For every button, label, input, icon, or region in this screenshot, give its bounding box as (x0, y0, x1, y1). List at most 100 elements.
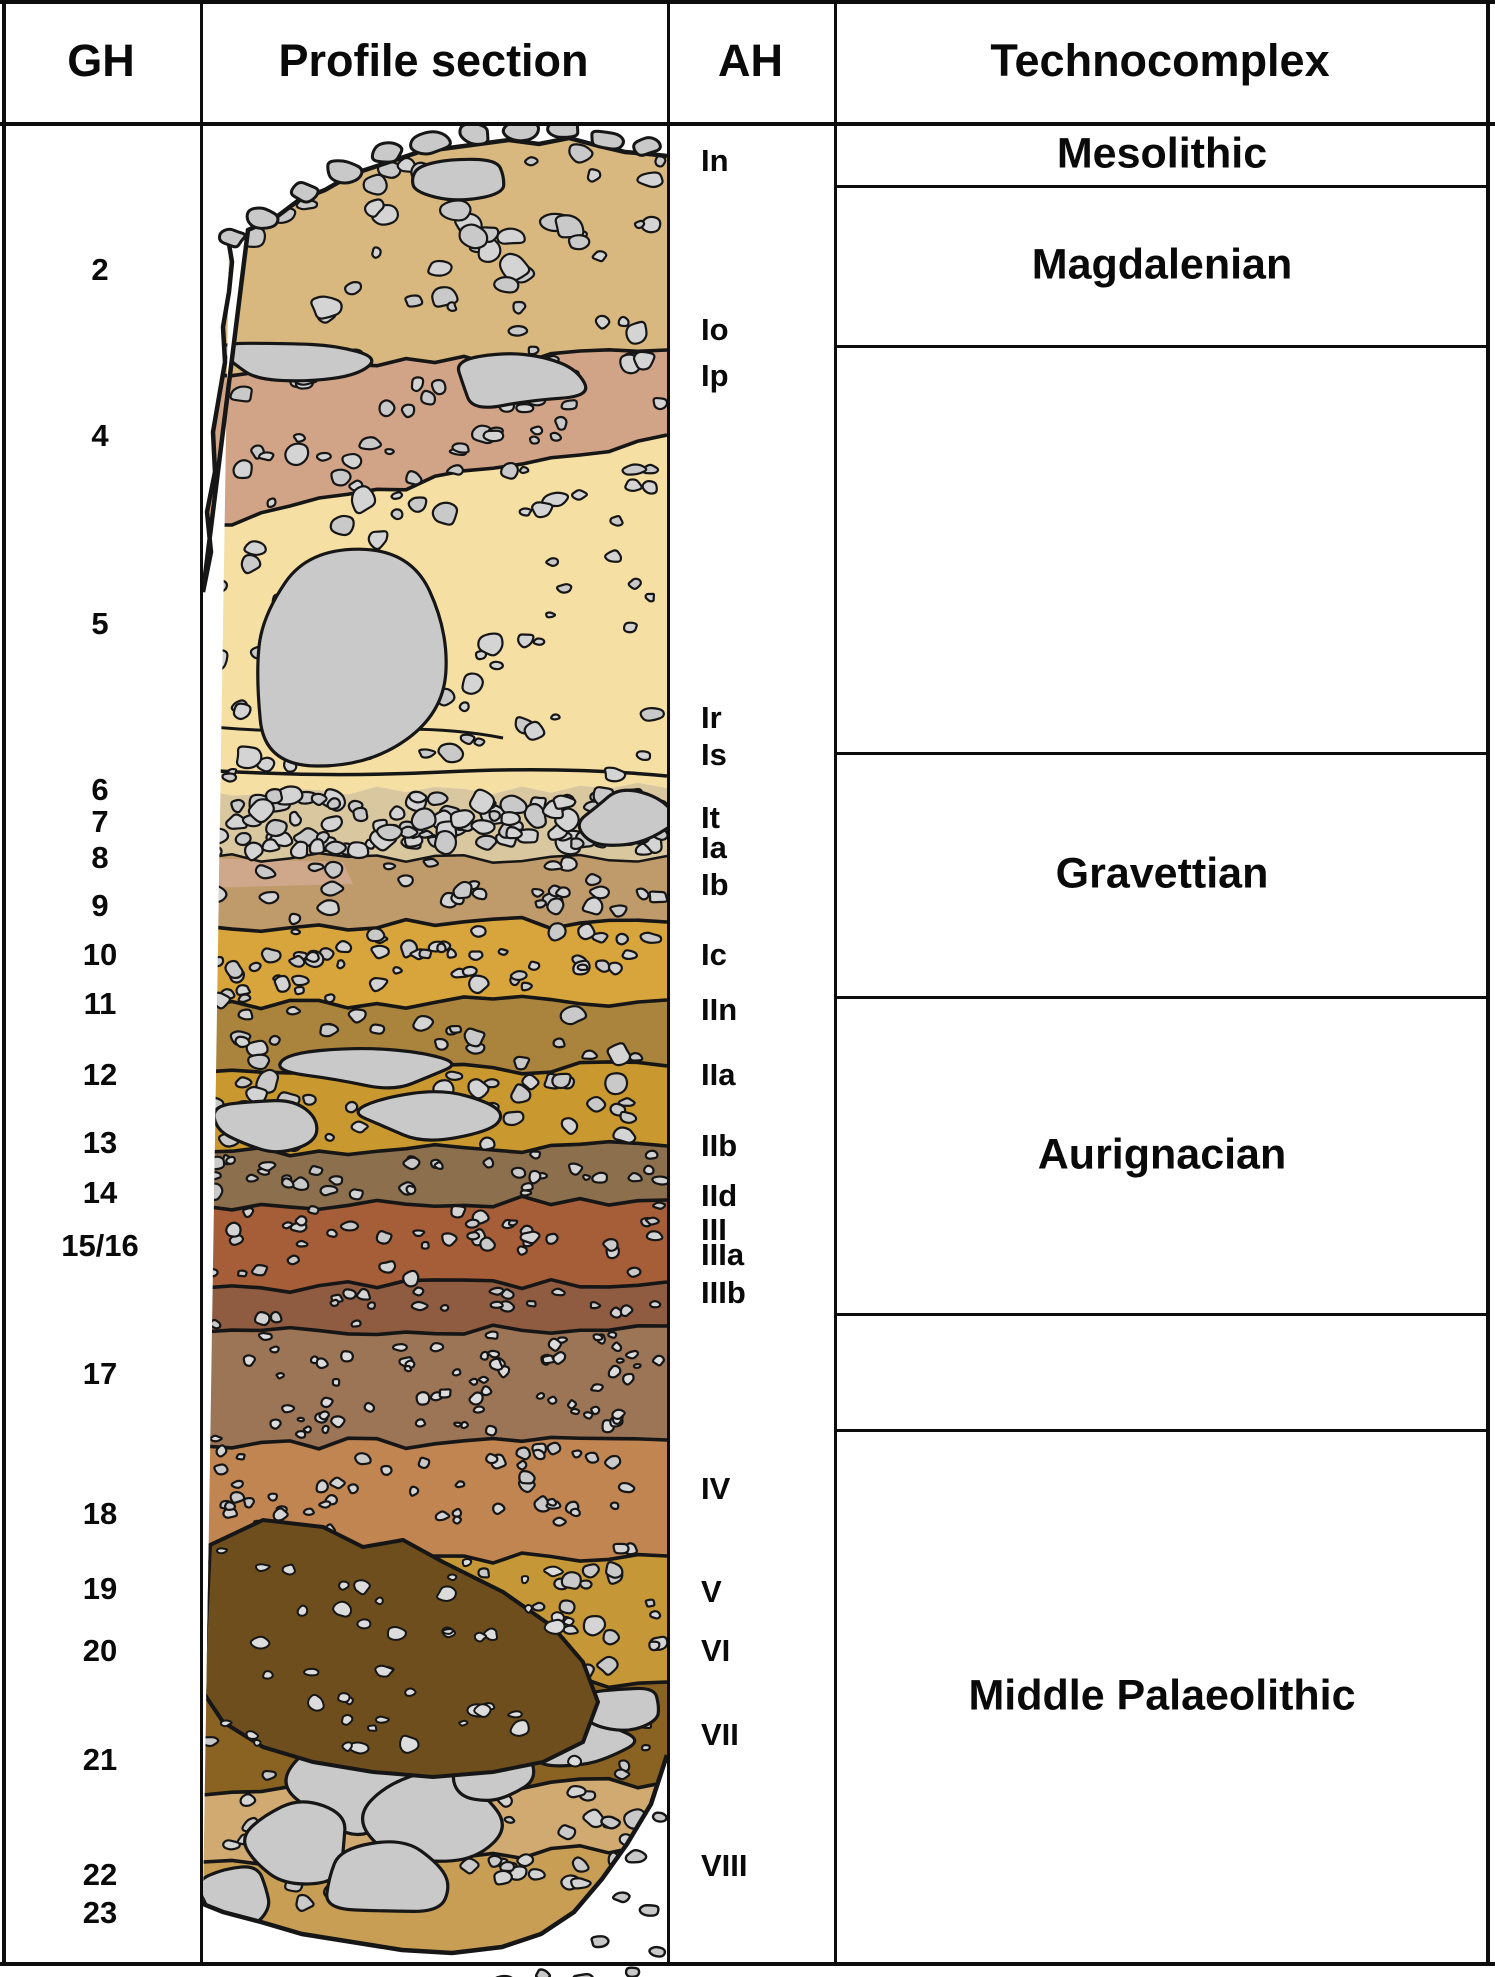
stone-clast (433, 1037, 449, 1051)
column-divider-gh-profile (200, 0, 203, 1966)
stone-clast (329, 1298, 340, 1307)
stone-clast (615, 1357, 625, 1364)
stone-clast (562, 1616, 575, 1627)
stone-clast (651, 1175, 667, 1186)
stone-clast (528, 435, 541, 445)
stone-clast (547, 922, 567, 942)
gh-label: 23 (82, 1895, 118, 1930)
stone-clast (473, 737, 486, 747)
gh-label: 2 (91, 252, 109, 287)
stone-clast (375, 823, 403, 842)
stone-clast (374, 1715, 390, 1724)
stone-clast (370, 141, 404, 164)
stone-clast (571, 1449, 583, 1459)
stone-clast (407, 496, 428, 513)
stone-clast (458, 122, 490, 146)
stone-clast (403, 1364, 413, 1373)
stone-clast (234, 1035, 251, 1049)
stone-clast (451, 1368, 462, 1377)
stone-clast (452, 880, 473, 900)
column-header-gh: GH (67, 35, 135, 86)
stone-clast (292, 432, 306, 443)
stone-clast (568, 143, 594, 164)
stone-clast (281, 1177, 295, 1189)
stone-clast (235, 984, 251, 996)
stone-clast (482, 429, 505, 443)
stone-clast (332, 1600, 353, 1618)
stone-clast (215, 1444, 228, 1458)
gh-label: 5 (91, 606, 109, 641)
stone-clast (329, 1476, 346, 1490)
stone-clast (498, 1300, 516, 1313)
stone-clast (518, 507, 533, 517)
stone-clast (467, 1078, 490, 1100)
gh-label: 11 (83, 986, 117, 1021)
stone-clast (591, 250, 608, 263)
stone-clast (651, 1354, 666, 1367)
stone-clast (448, 1024, 463, 1034)
stone-clast (225, 1155, 237, 1165)
stone-clast (549, 431, 563, 442)
stone-clast (581, 1563, 600, 1579)
stone-clast (268, 1034, 281, 1046)
stone-clast (497, 948, 509, 956)
stone-clast (278, 1046, 454, 1090)
gh-label: 12 (82, 1057, 118, 1092)
technocomplex-row-divider (834, 1313, 1490, 1316)
stone-clast (594, 314, 611, 330)
stone-clast (591, 1171, 609, 1184)
stone-clast (412, 1286, 425, 1297)
stone-clast (531, 1601, 546, 1612)
stone-clast (505, 826, 523, 840)
stone-clast (566, 1784, 587, 1799)
ah-label: It (701, 800, 720, 835)
stone-clast (410, 807, 437, 831)
stone-clast (551, 1072, 572, 1090)
stone-clast (482, 1156, 495, 1169)
stone-clast (552, 794, 577, 810)
stone-clast (545, 611, 557, 619)
stone-clast (532, 637, 546, 646)
stone-clast (560, 1571, 582, 1590)
stone-clast (651, 1201, 667, 1210)
stone-clast (253, 1738, 262, 1747)
gh-label: 20 (82, 1633, 118, 1668)
column-header-profile-section: Profile section (278, 35, 589, 86)
stone-clast (405, 470, 423, 486)
stone-clast (339, 1220, 360, 1232)
stone-clast (507, 1219, 519, 1227)
stone-clast (375, 1230, 393, 1245)
stone-clast (320, 880, 345, 897)
stone-clast (422, 857, 440, 868)
stone-clast (326, 1228, 338, 1238)
stone-clast (642, 1164, 655, 1176)
table-border-top (0, 0, 1495, 4)
stone-clast (547, 1395, 558, 1405)
stone-clast (581, 1049, 599, 1060)
ah-label: VII (701, 1717, 739, 1752)
stone-clast (336, 959, 346, 970)
stone-clast (410, 157, 506, 202)
stone-clast (253, 1311, 271, 1327)
stone-clast (607, 961, 623, 976)
stone-clast (347, 1483, 359, 1495)
stone-clast (479, 1350, 490, 1361)
stone-clast (307, 862, 325, 873)
stone-clast (558, 1599, 576, 1615)
stone-clast (248, 961, 262, 973)
stone-clast (366, 927, 386, 943)
stone-clast (315, 1479, 329, 1494)
stone-clast (294, 1430, 307, 1439)
stone-clast (470, 925, 487, 938)
technocomplex-row-divider (834, 185, 1490, 188)
stone-clast (509, 970, 528, 982)
stone-clast (588, 885, 611, 900)
stone-clast (243, 1496, 255, 1509)
gh-label: 4 (91, 418, 109, 453)
stone-clast (374, 1596, 384, 1606)
stone-clast (611, 1408, 626, 1421)
stone-clast (412, 1014, 435, 1032)
stone-clast (609, 1501, 620, 1511)
stone-clast (436, 1585, 457, 1602)
stone-clast (315, 1357, 329, 1370)
